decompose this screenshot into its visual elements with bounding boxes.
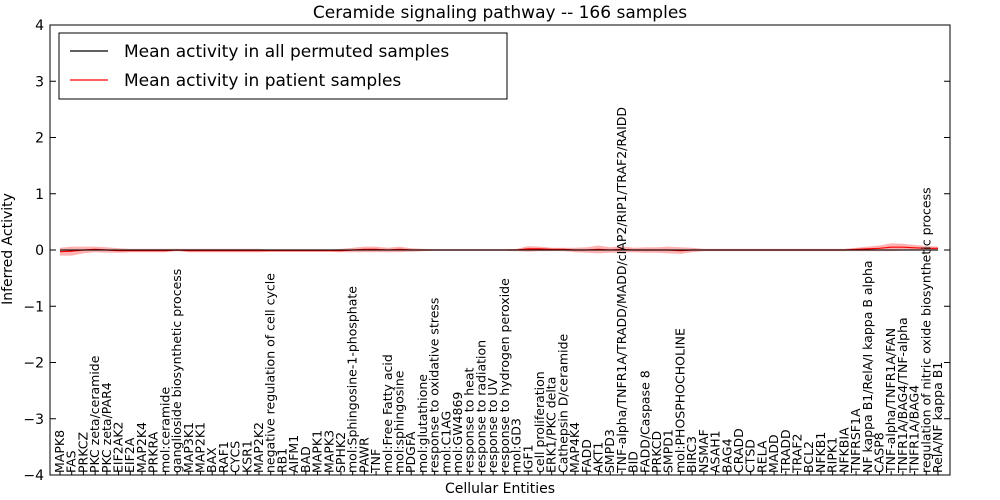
- entity-label: FAS: [64, 450, 79, 473]
- entity-label: MAP2K1: [193, 422, 208, 473]
- entity-label: IGF1: [520, 444, 535, 473]
- entity-label: BAG4: [719, 438, 734, 473]
- entity-label: TRAF2: [790, 433, 805, 474]
- entity-label: BIRC3: [684, 436, 699, 473]
- axis-ticks: 4 3 2 1 0 −1 −2 −3 −4: [23, 18, 950, 484]
- entity-label: PKC zeta/PAR4: [99, 382, 114, 473]
- entity-label: response to hydrogen peroxide: [497, 278, 512, 473]
- entity-label: NFKB1: [813, 432, 828, 473]
- entity-label: EIF2AK2: [111, 422, 126, 473]
- entity-label: PDGFA: [403, 431, 418, 473]
- entity-label: MAPK3: [321, 430, 336, 473]
- entity-label: ERK1/PKC delta: [544, 377, 559, 473]
- y-tick-label: 3: [35, 74, 44, 90]
- entity-label: NF kappa B1/RelA/I kappa B alpha: [860, 260, 875, 473]
- entity-label: SMPD3: [602, 429, 617, 473]
- y-tick-label: −1: [23, 299, 44, 315]
- entity-label: BAX: [204, 447, 219, 473]
- chart-title: Ceramide signaling pathway -- 166 sample…: [313, 3, 687, 23]
- entity-label: mol:Free Fatty acid: [380, 354, 395, 473]
- entity-label: MADD: [766, 434, 781, 473]
- entity-label: FADD: [579, 439, 594, 473]
- y-tick-label: −2: [23, 356, 44, 372]
- entity-label: RELA: [754, 440, 769, 473]
- entity-label: AKT1: [591, 442, 606, 473]
- y-axis-label: Inferred Activity: [0, 193, 16, 305]
- entity-label: TNFR1A/BAG4/TNF-alpha: [895, 317, 910, 474]
- entity-label: PRKRA: [146, 431, 161, 473]
- y-tick-label: 2: [35, 131, 44, 147]
- entity-label: EIF2A: [122, 437, 137, 473]
- entity-label: TNFR1A/BAG4: [907, 385, 922, 474]
- entity-label: MAP2K2: [251, 422, 266, 473]
- y-tick-label: 4: [35, 18, 44, 34]
- entity-label: TRADD: [778, 429, 793, 474]
- series-lines: [59, 246, 938, 253]
- entity-label: CTSD: [743, 439, 758, 473]
- entity-label: MAPK8: [52, 430, 67, 473]
- entity-label: mol:glutathione: [415, 374, 430, 473]
- entity-label: mol:ceramide: [157, 387, 172, 473]
- entity-label: TNFRSF1A: [848, 408, 863, 474]
- y-tick-label: −4: [23, 468, 44, 484]
- entity-label: RAF1: [216, 441, 231, 473]
- entity-label: mol:GD3: [509, 418, 524, 473]
- entity-label: mol:Sphingosine-1-phosphate: [345, 286, 360, 473]
- entity-label: BCL2: [801, 441, 816, 473]
- y-tick-label: 0: [35, 243, 44, 259]
- entity-label: SPHK2: [333, 432, 348, 473]
- entity-label: mol:GW4869: [450, 392, 465, 473]
- entity-label: response to radiation: [473, 340, 488, 473]
- entity-label: response to oxidative stress: [427, 298, 442, 473]
- entity-label: RB1: [274, 448, 289, 473]
- entity-label: TNF: [368, 449, 383, 474]
- x-axis-label: Cellular Entities: [445, 481, 555, 497]
- entity-label: PAWR: [356, 437, 371, 473]
- legend-box: [58, 32, 508, 100]
- entity-label: BAD: [298, 446, 313, 473]
- plot-frame: [49, 24, 951, 476]
- entity-label: SMPD1: [661, 429, 676, 473]
- entity-label: CRADD: [731, 428, 746, 473]
- entity-label: mol:C1AG: [438, 411, 453, 473]
- entity-label: mol:PHOSPHOCHOLINE: [673, 328, 688, 473]
- entity-label: ASAH1: [708, 430, 723, 473]
- entity-label: TNF-alpha/TNFR1A/FAN: [883, 328, 898, 474]
- entity-label: RIPK1: [825, 437, 840, 473]
- entity-label: NFKBIA: [836, 427, 851, 473]
- entity-label: CASP8: [872, 432, 887, 473]
- legend: Mean activity in all permuted samples Me…: [58, 32, 508, 100]
- entity-label: MAP4K4: [567, 422, 582, 473]
- entity-label: KSR1: [239, 440, 254, 473]
- entity-label: regulation of nitric oxide biosynthetic …: [918, 187, 933, 473]
- entity-label: negative regulation of cell cycle: [263, 273, 278, 473]
- entity-label: MAPK1: [310, 430, 325, 473]
- legend-label-patient: Mean activity in patient samples: [124, 71, 401, 91]
- entity-label: ganglioside biosynthetic process: [169, 269, 184, 473]
- entity-label: RelA/NF kappa B1: [930, 362, 945, 473]
- entity-label: Cathepsin D/ceramide: [555, 333, 570, 473]
- entity-label: response to UV: [485, 378, 500, 473]
- entity-label: PRKCZ: [75, 432, 90, 473]
- entity-label: PRKCD: [649, 431, 664, 473]
- y-tick-label: 1: [35, 187, 44, 203]
- entity-label: PKC zeta/ceramide: [87, 355, 102, 473]
- entity-label: TNF-alpha/TNFR1A/TRADD/MADD/cIAP2/RIP1/T…: [614, 107, 629, 474]
- entity-label: NSMAF: [696, 429, 711, 473]
- entity-label: cell proliferation: [532, 371, 547, 473]
- entity-label: MAP3K1: [181, 422, 196, 473]
- entity-label: mol:sphingosine: [392, 370, 407, 473]
- legend-label-permuted: Mean activity in all permuted samples: [124, 42, 449, 62]
- y-tick-label: −3: [23, 412, 44, 428]
- entity-label: FADD/Caspase 8: [637, 370, 652, 473]
- entity-label: CYCS: [228, 441, 243, 473]
- entity-label: response to heat: [462, 367, 477, 473]
- entity-label: MAP2K4: [134, 422, 149, 473]
- entity-label: BID: [626, 451, 641, 473]
- entity-label: AIFM1: [286, 435, 301, 473]
